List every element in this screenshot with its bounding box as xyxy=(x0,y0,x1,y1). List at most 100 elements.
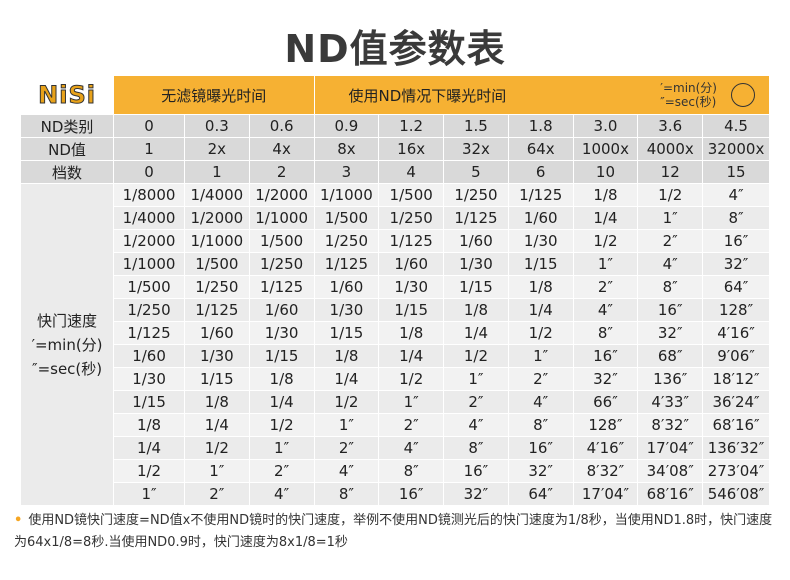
table-cell: 32″ xyxy=(702,252,770,276)
table-cell: 0.3 xyxy=(183,114,250,138)
table-cell: 1/500 xyxy=(183,252,250,276)
table-cell: 4′16″ xyxy=(702,321,770,345)
table-cell: 1/30 xyxy=(313,298,380,322)
table-cell: 1/1000 xyxy=(313,183,380,207)
footnote-text: 使用ND镜快门速度=ND值x不使用ND镜时的快门速度，举例不使用ND镜测光后的快… xyxy=(14,513,773,550)
table-cell: 1/125 xyxy=(378,229,445,253)
table-cell: 1/60 xyxy=(183,321,250,345)
table-cell: 1/2000 xyxy=(113,229,185,253)
table-cell: 1/30 xyxy=(443,252,509,276)
table-cell: 1/2 xyxy=(637,183,704,207)
table-cell: 8″ xyxy=(313,482,380,506)
table-cell: 4″ xyxy=(572,298,639,322)
table-cell: 1″ xyxy=(183,459,250,483)
table-cell: 1/1000 xyxy=(113,252,185,276)
table-cell: 1.2 xyxy=(378,114,445,138)
table-cell: 1/15 xyxy=(313,321,380,345)
table-row: 1″ 2″ 4″ 8″ 16″ 32″ 64″ 17′04″ 68′16″ 546′08″ xyxy=(21,482,770,506)
table-cell: 1/250 xyxy=(183,275,250,299)
table-cell: 2x xyxy=(183,137,250,161)
table-cell: 1/1000 xyxy=(183,229,250,253)
table-cell: 1/2 xyxy=(378,367,445,391)
table-cell: 4″ xyxy=(702,183,770,207)
table-cell: 1/4 xyxy=(113,436,185,460)
table-cell: 1/500 xyxy=(113,275,185,299)
table-cell: 10 xyxy=(572,160,639,184)
table-cell: 16″ xyxy=(507,436,574,460)
table-cell: 1/250 xyxy=(443,183,509,207)
table-cell: 2″ xyxy=(443,390,509,414)
table-cell: 1/250 xyxy=(313,229,380,253)
table-cell: 1/1000 xyxy=(248,206,315,230)
table-cell: 1″ xyxy=(507,344,574,368)
table-cell: 1/8 xyxy=(572,183,639,207)
bullet-icon: • xyxy=(14,513,23,528)
unit-min: ′=min(分) xyxy=(660,81,717,95)
table-cell: 68′16″ xyxy=(702,413,770,437)
table-cell: 1/250 xyxy=(248,252,315,276)
table-cell: 1/8 xyxy=(248,367,315,391)
shutter-label-line2: ′=min(分) xyxy=(31,335,103,354)
table-cell: 4 xyxy=(378,160,445,184)
table-cell: 1/8 xyxy=(507,275,574,299)
table-cell: 0.9 xyxy=(313,114,380,138)
shutter-speed-label: 快门速度 ′=min(分) ″=sec(秒) xyxy=(19,183,115,506)
table-cell: 8″ xyxy=(637,275,704,299)
row-nd-type: ND类别 0 0.3 0.6 0.9 1.2 1.5 1.8 3.0 3.6 4.5 xyxy=(19,114,770,138)
nd-parameter-table: NiSi 无滤镜曝光时间 使用ND情况下曝光时间 ′=min(分) ″=sec(… xyxy=(19,75,771,506)
table-cell: 1/15 xyxy=(507,252,574,276)
table-cell: 4.5 xyxy=(702,114,770,138)
table-cell: 8x xyxy=(313,137,380,161)
table-row: 1/60 1/30 1/15 1/8 1/4 1/2 1″ 16″ 68″ 9′06″ xyxy=(21,344,770,368)
table-cell: 1/15 xyxy=(248,344,315,368)
table-cell: 128″ xyxy=(702,298,770,322)
table-cell: 32″ xyxy=(637,321,704,345)
table-row: 1/125 1/60 1/30 1/15 1/8 1/4 1/2 8″ 32″ 4′16″ xyxy=(21,321,770,345)
table-cell: 1/125 xyxy=(113,321,185,345)
table-cell: 1/30 xyxy=(248,321,315,345)
table-cell: 1/60 xyxy=(443,229,509,253)
table-cell: 2″ xyxy=(507,367,574,391)
table-cell: 3.6 xyxy=(637,114,704,138)
table-cell: 4″ xyxy=(378,436,445,460)
table-cell: 1/500 xyxy=(313,206,380,230)
table-row: 1/2 1″ 2″ 4″ 8″ 16″ 32″ 8′32″ 34′08″ 273′04″ xyxy=(21,459,770,483)
table-cell: 8″ xyxy=(507,413,574,437)
table-cell: 2 xyxy=(248,160,315,184)
row-label: ND值 xyxy=(19,137,115,161)
table-cell: 4′16″ xyxy=(572,436,639,460)
table-cell: 32x xyxy=(443,137,509,161)
table-cell: 1/15 xyxy=(183,367,250,391)
table-cell: 36′24″ xyxy=(702,390,770,414)
header-row: NiSi 无滤镜曝光时间 使用ND情况下曝光时间 ′=min(分) ″=sec(… xyxy=(19,75,771,115)
table-cell: 1/30 xyxy=(378,275,445,299)
table-cell: 4000x xyxy=(637,137,704,161)
table-cell: 0.6 xyxy=(248,114,315,138)
table-cell: 1/15 xyxy=(378,298,445,322)
table-cell: 32000x xyxy=(702,137,770,161)
table-cell: 4″ xyxy=(443,413,509,437)
table-cell: 1/2000 xyxy=(248,183,315,207)
no-filter-exposure-header: 无滤镜曝光时间 xyxy=(113,75,315,115)
table-cell: 68″ xyxy=(637,344,704,368)
row-nd-value: ND值 1 2x 4x 8x 16x 32x 64x 1000x 4000x 32000x xyxy=(19,137,770,161)
table-cell: 4x xyxy=(248,137,315,161)
table-cell: 128″ xyxy=(572,413,639,437)
table-cell: 32″ xyxy=(572,367,639,391)
unit-sec: ″=sec(秒) xyxy=(660,95,717,109)
table-cell: 16x xyxy=(378,137,445,161)
table-cell: 4″ xyxy=(507,390,574,414)
table-cell: 273′04″ xyxy=(702,459,770,483)
table-cell: 3.0 xyxy=(572,114,639,138)
table-cell: 136′32″ xyxy=(702,436,770,460)
table-cell: 34′08″ xyxy=(637,459,704,483)
table-cell: 68′16″ xyxy=(637,482,704,506)
with-filter-exposure-header: 使用ND情况下曝光时间 ′=min(分) ″=sec(秒) xyxy=(313,75,771,115)
table-cell: 0 xyxy=(113,114,185,138)
table-cell: 1/4000 xyxy=(183,183,250,207)
table-cell: 1/125 xyxy=(183,298,250,322)
table-row: 1/4 1/2 1″ 2″ 4″ 8″ 16″ 4′16″ 17′04″ 136′32″ xyxy=(21,436,770,460)
table-cell: 1/60 xyxy=(507,206,574,230)
table-cell: 4″ xyxy=(313,459,380,483)
table-cell: 1/500 xyxy=(248,229,315,253)
